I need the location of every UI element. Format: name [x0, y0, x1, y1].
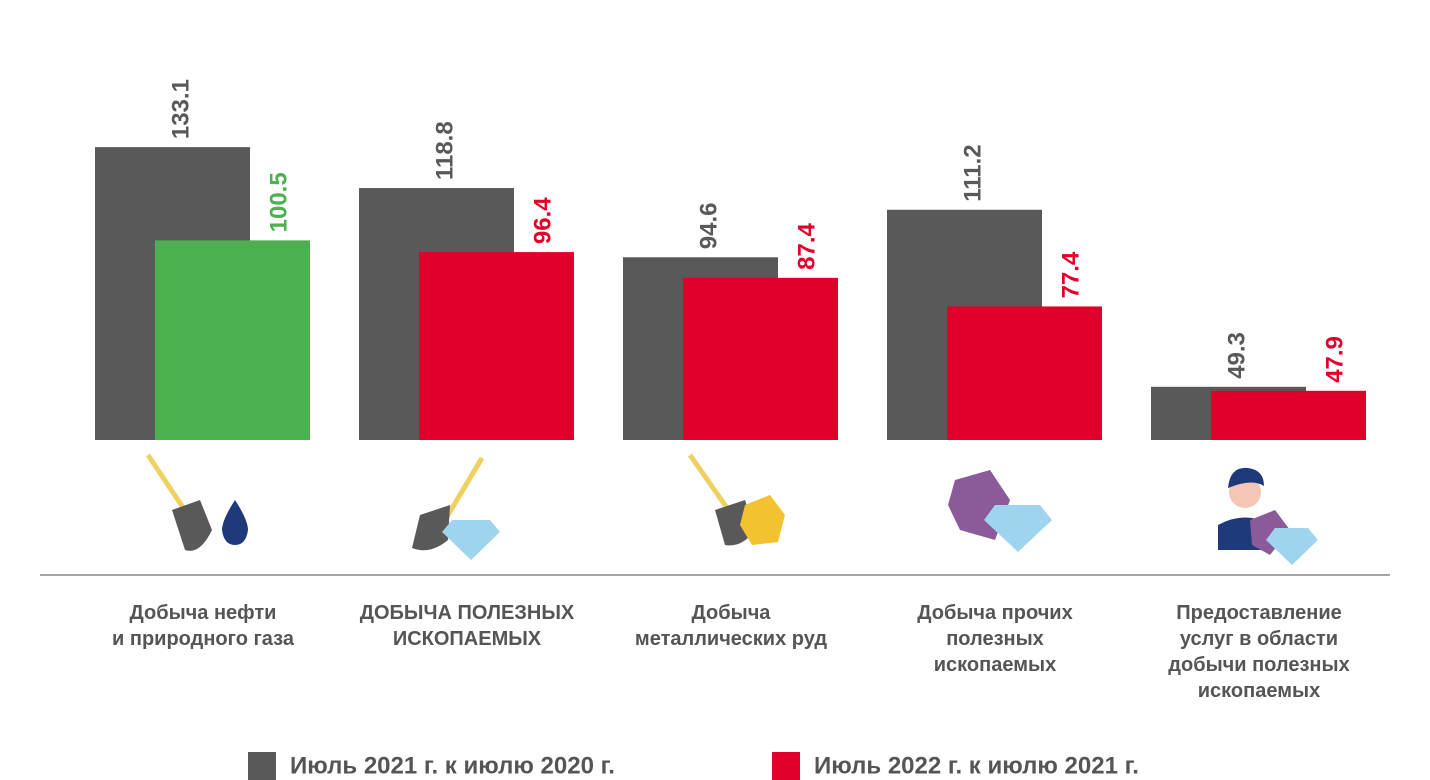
- icon-oil: [145, 453, 248, 551]
- category-label: Добыча прочих полезных ископаемых: [917, 602, 1073, 676]
- value-label: 111.2: [959, 144, 986, 201]
- value-label: 77.4: [1057, 251, 1084, 298]
- value-label: 94.6: [695, 203, 722, 250]
- value-label: 96.4: [529, 197, 556, 244]
- bar: [1211, 390, 1366, 440]
- category-label: Предоставление услуг в области добычи по…: [1168, 602, 1350, 702]
- value-label: 49.3: [1223, 332, 1250, 379]
- bar: [155, 240, 310, 440]
- legend-label: Июль 2021 г. к июлю 2020 г.: [290, 752, 615, 779]
- icon-ore: [687, 453, 785, 546]
- category-label: ДОБЫЧА ПОЛЕЗНЫХ ИСКОПАЕМЫХ: [359, 602, 575, 650]
- legend-swatch: [248, 752, 276, 780]
- category-label: Добыча металлических руд: [634, 602, 828, 650]
- bar: [419, 252, 574, 440]
- value-label: 87.4: [793, 222, 820, 269]
- icon-minerals: [412, 456, 500, 560]
- value-label: 47.9: [1321, 336, 1348, 383]
- value-label: 118.8: [431, 121, 458, 180]
- icon-services: [1218, 467, 1318, 565]
- category-label: Добыча нефти и природного газа: [112, 602, 294, 650]
- value-label: 100.5: [265, 172, 292, 232]
- value-label: 133.1: [167, 79, 194, 139]
- legend-label: Июль 2022 г. к июлю 2021 г.: [814, 752, 1139, 779]
- bar: [947, 306, 1102, 440]
- icon-gems: [948, 470, 1052, 552]
- bar: [683, 277, 838, 440]
- legend-swatch: [772, 752, 800, 780]
